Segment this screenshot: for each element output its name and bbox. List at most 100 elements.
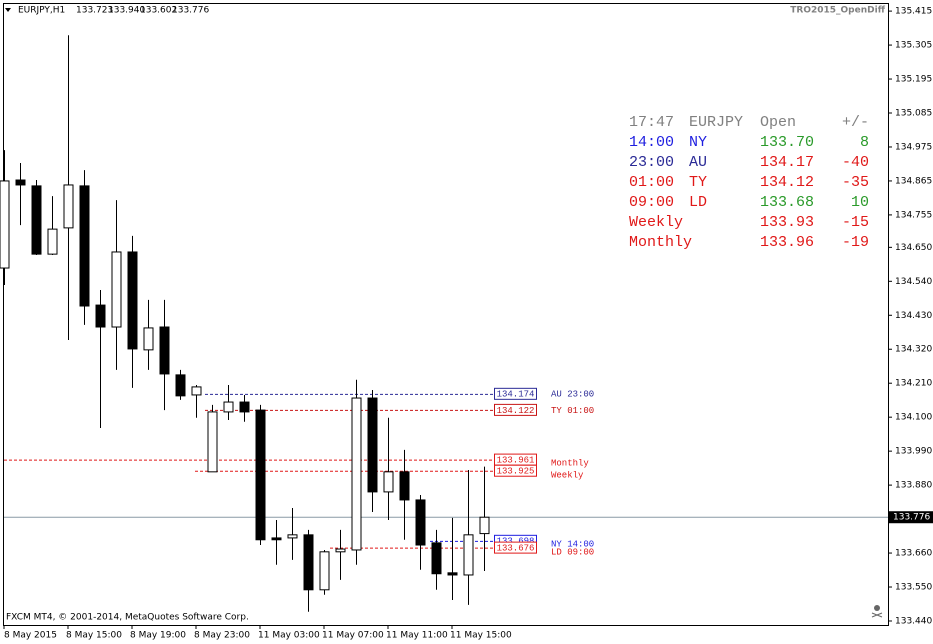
candle-body: [31, 185, 42, 255]
panel-cell: 134.12: [760, 174, 814, 191]
level-value: 133.925: [497, 467, 535, 477]
price-box: [889, 511, 933, 524]
candle-body: [191, 386, 202, 396]
level-name: Monthly: [551, 458, 589, 468]
candle-body: [463, 534, 474, 576]
candle-body: [239, 401, 250, 413]
panel-cell: -19: [842, 234, 869, 251]
x-tick-label: 11 May 15:00: [450, 631, 512, 641]
x-tick-label: 11 May 03:00: [258, 631, 320, 641]
panel-cell: 134.17: [760, 154, 814, 171]
panel-cell: 09:00: [629, 194, 674, 211]
header-low: 133.602: [140, 6, 177, 16]
panel-cell: AU: [689, 154, 707, 171]
x-tick-label: 8 May 2015: [4, 631, 57, 641]
chart-title: EURJPY,H1: [18, 6, 65, 16]
candle-body: [319, 551, 330, 591]
candle-body: [255, 409, 266, 541]
y-tick-label: 134.100: [895, 413, 932, 423]
candle-body: [63, 184, 74, 229]
panel-cell: Open: [760, 114, 796, 131]
panel-cell: 133.93: [760, 214, 814, 231]
y-tick-label: 134.540: [895, 277, 932, 287]
panel-cell: 133.70: [760, 134, 814, 151]
candle-body: [207, 411, 218, 473]
y-tick-label: 134.975: [895, 142, 932, 152]
panel-cell: -35: [842, 174, 869, 191]
level-name: Weekly: [551, 471, 584, 481]
candle-body: [335, 548, 346, 553]
y-tick-label: 133.660: [895, 549, 932, 559]
panel-cell: 17:47: [629, 114, 674, 131]
candle-body: [383, 471, 394, 493]
indicator-name: TRO2015_OpenDiff: [790, 6, 885, 16]
panel-cell: -15: [842, 214, 869, 231]
panel-cell: 01:00: [629, 174, 674, 191]
candle-body: [351, 397, 362, 551]
level-name: AU 23:00: [551, 390, 594, 400]
y-tick-label: 134.650: [895, 243, 932, 253]
level-value: 133.961: [497, 455, 535, 465]
y-tick-label: 134.865: [895, 176, 932, 186]
candle-body: [447, 572, 458, 576]
panel-cell: -40: [842, 154, 869, 171]
y-tick-label: 135.415: [895, 7, 932, 17]
candle-body: [367, 397, 378, 493]
x-tick-label: 11 May 11:00: [386, 631, 448, 641]
panel-cell: EURJPY: [689, 114, 743, 131]
panel-cell: 8: [860, 134, 869, 151]
x-tick-label: 11 May 07:00: [322, 631, 384, 641]
y-tick-label: 133.550: [895, 583, 932, 593]
y-tick-label: 135.085: [895, 109, 932, 119]
y-tick-label: 134.210: [895, 379, 932, 389]
level-box: [494, 403, 537, 416]
candle-body: [415, 499, 426, 546]
level-name: NY 14:00: [551, 540, 594, 550]
y-tick-label: 134.755: [895, 210, 932, 220]
panel-cell: 133.68: [760, 194, 814, 211]
panel-cell: NY: [689, 134, 707, 151]
y-tick-label: 135.195: [895, 75, 932, 85]
header-open: 133.723: [76, 6, 113, 16]
level-box: [494, 464, 537, 477]
candle-body: [127, 251, 138, 350]
x-tick-label: 8 May 23:00: [194, 631, 250, 641]
plot-frame: [3, 3, 889, 626]
y-tick-label: 135.305: [895, 41, 932, 51]
candle-body: [15, 179, 26, 186]
candle-body: [223, 401, 234, 413]
candle-body: [143, 327, 154, 351]
footer: FXCM MT4, © 2001-2014, MetaQuotes Softwa…: [6, 613, 249, 623]
panel-cell: 10: [851, 194, 869, 211]
panel-cell: 133.96: [760, 234, 814, 251]
y-tick-label: 134.320: [895, 345, 932, 355]
candle-body: [95, 304, 106, 328]
y-tick-label: 134.430: [895, 311, 932, 321]
y-tick-label: 133.440: [895, 616, 932, 626]
level-name: TY 01:00: [551, 406, 594, 416]
x-tick-label: 8 May 19:00: [130, 631, 186, 641]
panel-cell: 14:00: [629, 134, 674, 151]
panel-cell: 23:00: [629, 154, 674, 171]
level-name: LD 09:00: [551, 547, 594, 557]
y-tick-label: 133.880: [895, 481, 932, 491]
header-close: 133.776: [172, 6, 209, 16]
candle-body: [0, 180, 10, 269]
y-tick-label: 133.990: [895, 447, 932, 457]
panel-cell: TY: [689, 174, 707, 191]
menu-arrow[interactable]: [5, 8, 11, 12]
candle-body: [303, 534, 314, 591]
level-box: [494, 541, 537, 554]
candle-body: [159, 326, 170, 375]
candle-body: [399, 471, 410, 501]
candle-body: [287, 534, 298, 539]
candle-body: [47, 228, 58, 255]
candle-body: [479, 516, 490, 535]
candle-body: [79, 185, 90, 307]
panel-cell: Weekly: [629, 214, 683, 231]
panel-cell: LD: [689, 194, 707, 211]
level-box: [494, 387, 537, 400]
level-value: 134.174: [497, 390, 535, 400]
candle-body: [271, 537, 282, 541]
